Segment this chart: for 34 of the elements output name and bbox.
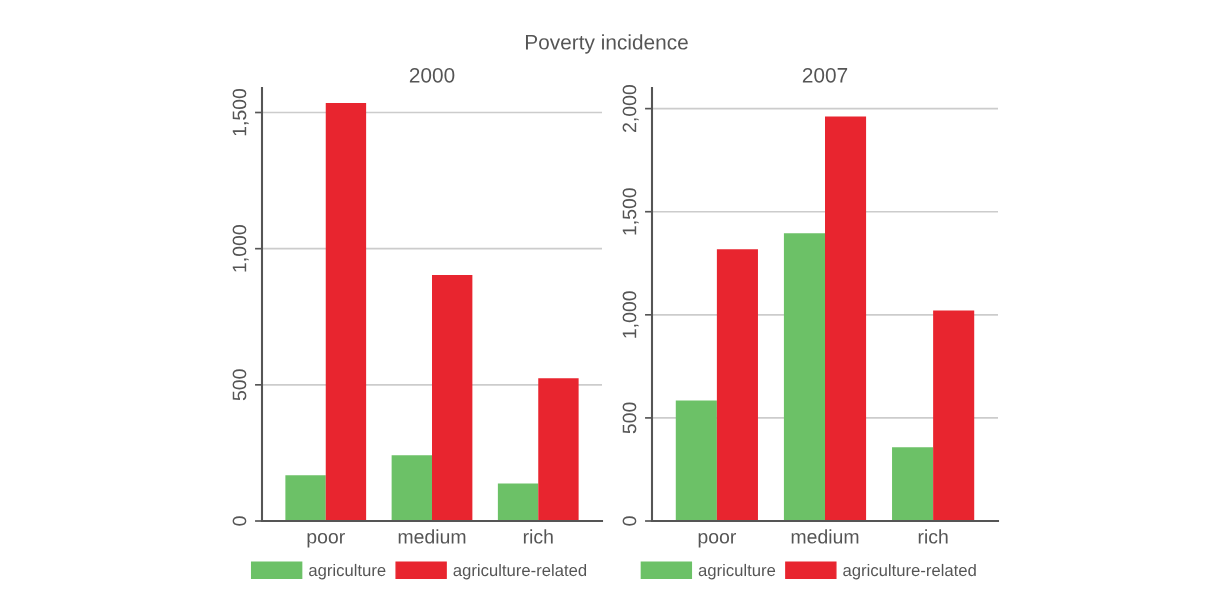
bar: [391, 455, 432, 521]
bar: [783, 233, 825, 521]
y-tick-label: 2,000: [622, 85, 639, 132]
legend-label: agriculture-related: [453, 563, 587, 580]
y-tick-label: 1,500: [232, 88, 249, 136]
bar: [325, 102, 367, 521]
y-tick-label: 500: [232, 369, 247, 401]
bar: [432, 275, 473, 521]
y-tick-label: 500: [622, 402, 637, 434]
bar: [716, 249, 758, 521]
x-tick-label: rich: [523, 529, 553, 544]
bar: [538, 378, 579, 521]
y-tick-label: 0: [232, 516, 247, 526]
y-tick-label: 1,000: [622, 291, 639, 338]
legend-label: agriculture-related: [843, 563, 976, 580]
y-tick-label: 1,500: [622, 188, 639, 235]
x-tick-label: medium: [398, 529, 466, 544]
chart-title: 2000: [409, 67, 455, 83]
x-tick-label: rich: [918, 529, 948, 544]
bar: [675, 400, 717, 521]
bar: [825, 116, 867, 521]
legend-label: agriculture: [309, 563, 386, 580]
text: agriculture: [698, 563, 776, 580]
bar: [892, 447, 934, 521]
x-tick-label: poor: [698, 532, 737, 548]
x-tick-label: medium: [791, 529, 859, 544]
text: Poverty incidence: [525, 34, 688, 54]
bar: [933, 310, 975, 521]
chart-title: 2007: [802, 67, 848, 83]
y-tick-label: 1,000: [232, 225, 249, 272]
bar: [497, 483, 539, 521]
x-tick-label: poor: [307, 532, 345, 548]
bar: [285, 475, 326, 521]
y-tick-label: 0: [622, 516, 637, 526]
